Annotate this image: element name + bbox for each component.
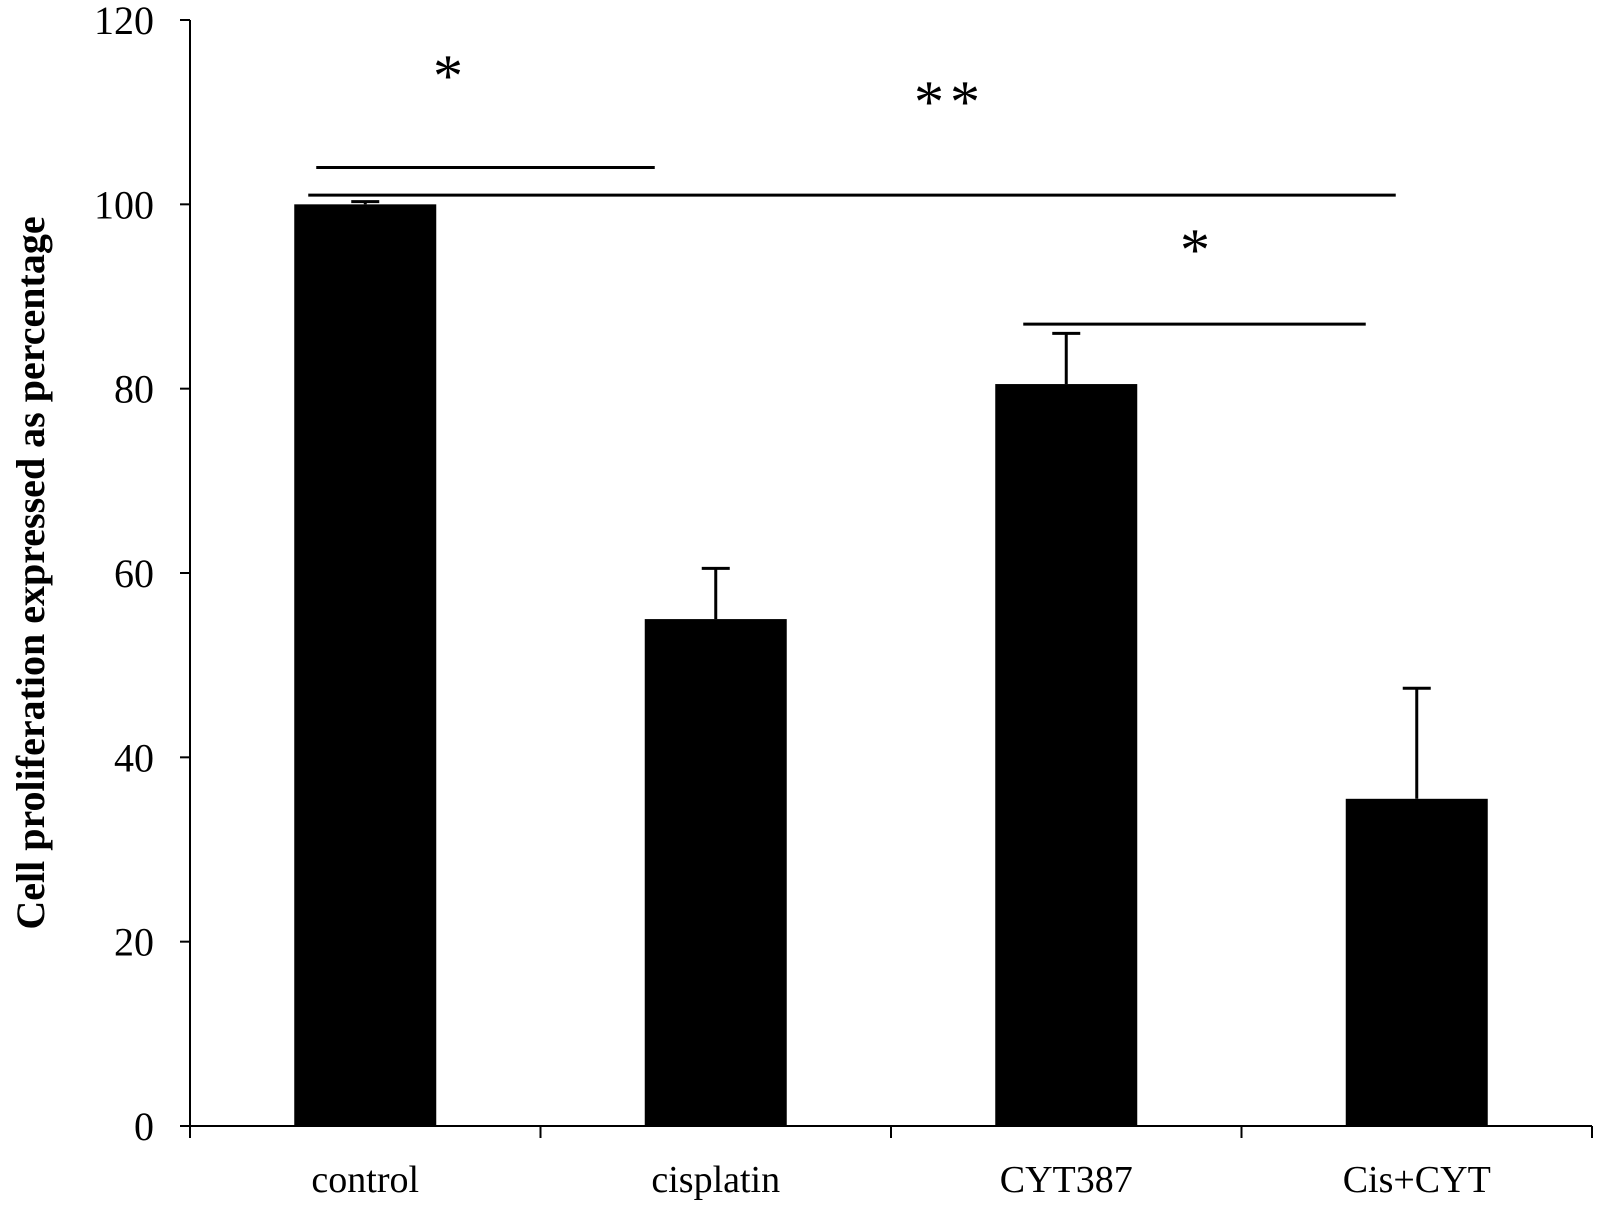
x-tick-label: cisplatin <box>651 1159 780 1201</box>
y-tick-label: 100 <box>94 182 154 227</box>
y-axis-label: Cell proliferation expressed as percenta… <box>8 216 53 929</box>
y-tick-label: 20 <box>114 920 154 965</box>
bar-control <box>294 204 437 1127</box>
y-tick-label: 120 <box>94 0 154 43</box>
bar-cisplatin <box>644 619 787 1126</box>
y-tick-label: 80 <box>114 367 154 412</box>
significance-label: * <box>433 43 463 109</box>
bar-cyt387 <box>995 384 1138 1126</box>
significance-label: ** <box>914 69 986 135</box>
significance-annotations: * *** <box>308 43 1396 326</box>
y-tick-label: 0 <box>134 1104 154 1149</box>
x-tick-label: control <box>311 1159 419 1201</box>
significance-label: * <box>1180 217 1210 283</box>
x-tick-label: Cis+CYT <box>1343 1159 1491 1201</box>
x-tick-label: CYT387 <box>1000 1159 1133 1201</box>
axes: 0 20 40 60 80 100 120 control cisplatin CYT387 Cis… <box>94 0 1593 1201</box>
bar-cis-cyt <box>1345 798 1488 1126</box>
bars <box>294 200 1488 1127</box>
y-tick-label: 40 <box>114 735 154 780</box>
y-tick-label: 60 <box>114 551 154 596</box>
